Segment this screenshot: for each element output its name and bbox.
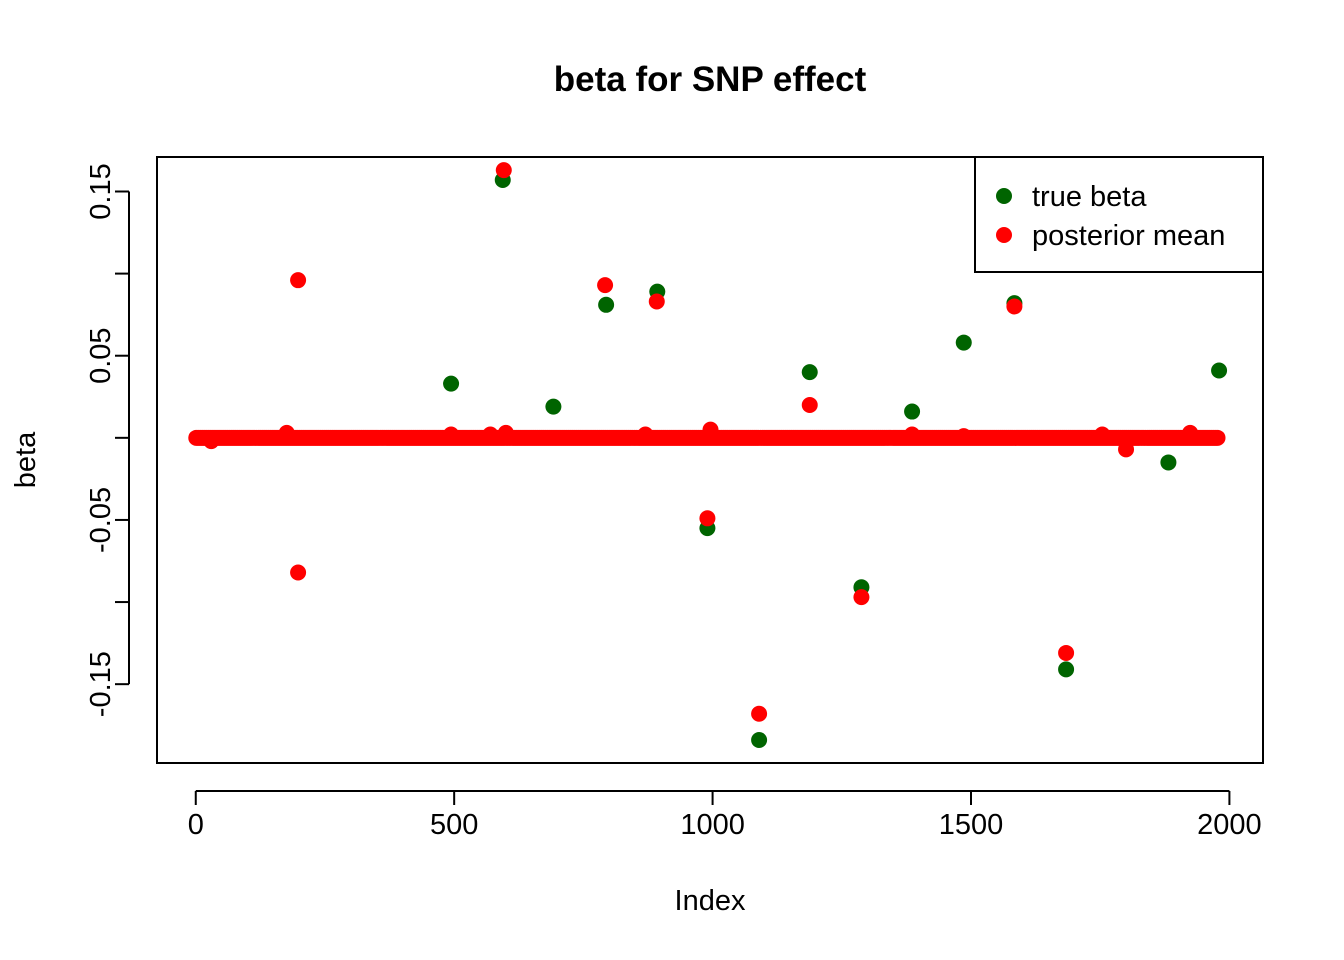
true-beta-point <box>1211 362 1228 379</box>
true-beta-point <box>751 732 768 749</box>
y-tick-label: -0.05 <box>85 487 117 553</box>
legend: true beta posterior mean <box>974 156 1264 273</box>
x-tick-label: 500 <box>430 809 478 841</box>
y-tick-label: 0.15 <box>85 163 117 219</box>
data-points <box>203 162 1228 749</box>
true-beta-point <box>1058 661 1075 678</box>
posterior-mean-point <box>1058 644 1075 661</box>
true-beta-point <box>598 296 615 313</box>
y-tick-label: 0.05 <box>85 327 117 383</box>
posterior-mean-point <box>443 426 460 443</box>
legend-label-posterior-mean: posterior mean <box>1032 220 1225 252</box>
y-tick-label: -0.15 <box>85 651 117 717</box>
posterior-mean-point <box>1118 441 1135 458</box>
posterior-mean-point <box>699 510 716 527</box>
posterior-mean-point <box>751 705 768 722</box>
posterior-mean-point <box>1182 424 1199 441</box>
posterior-mean-point <box>290 564 307 581</box>
plot-frame <box>156 156 1264 764</box>
x-axis-label: Index <box>675 885 746 917</box>
posterior-mean-point <box>637 426 654 443</box>
posterior-mean-point <box>1094 426 1111 443</box>
posterior-mean-point <box>290 272 307 289</box>
posterior-mean-point <box>1006 298 1023 315</box>
posterior-mean-point <box>203 433 220 450</box>
legend-box <box>974 156 1264 273</box>
posterior-mean-point <box>853 589 870 606</box>
x-tick-label: 2000 <box>1197 809 1262 841</box>
posterior-mean-point <box>904 426 921 443</box>
true-beta-point <box>801 364 818 381</box>
y-axis-label: beta <box>10 431 42 488</box>
posterior-mean-baseline-point <box>1209 429 1226 446</box>
true-beta-point <box>955 334 972 351</box>
x-tick-label: 1000 <box>680 809 745 841</box>
chart-title: beta for SNP effect <box>554 60 867 99</box>
true-beta-point <box>545 398 562 415</box>
posterior-mean-point <box>597 277 614 294</box>
posterior-mean-point <box>801 396 818 413</box>
posterior-mean-point <box>482 426 499 443</box>
posterior-mean-point <box>278 424 295 441</box>
posterior-mean-point <box>955 428 972 445</box>
posterior-mean-point <box>495 162 512 179</box>
x-tick-label: 0 <box>188 809 204 841</box>
true-beta-point <box>443 375 460 392</box>
x-axis: 0 500 1000 1500 2000 <box>188 790 1262 841</box>
y-axis: -0.15 -0.05 0.05 0.15 <box>85 163 130 717</box>
true-beta-point <box>1160 454 1177 471</box>
legend-marker-posterior-mean <box>996 227 1012 243</box>
legend-label-true-beta: true beta <box>1032 181 1147 213</box>
posterior-mean-point <box>648 293 665 310</box>
x-tick-label: 1500 <box>939 809 1004 841</box>
posterior-mean-point <box>497 424 514 441</box>
true-beta-point <box>904 403 921 420</box>
posterior-mean-point <box>702 421 719 438</box>
legend-marker-true-beta <box>996 188 1012 204</box>
